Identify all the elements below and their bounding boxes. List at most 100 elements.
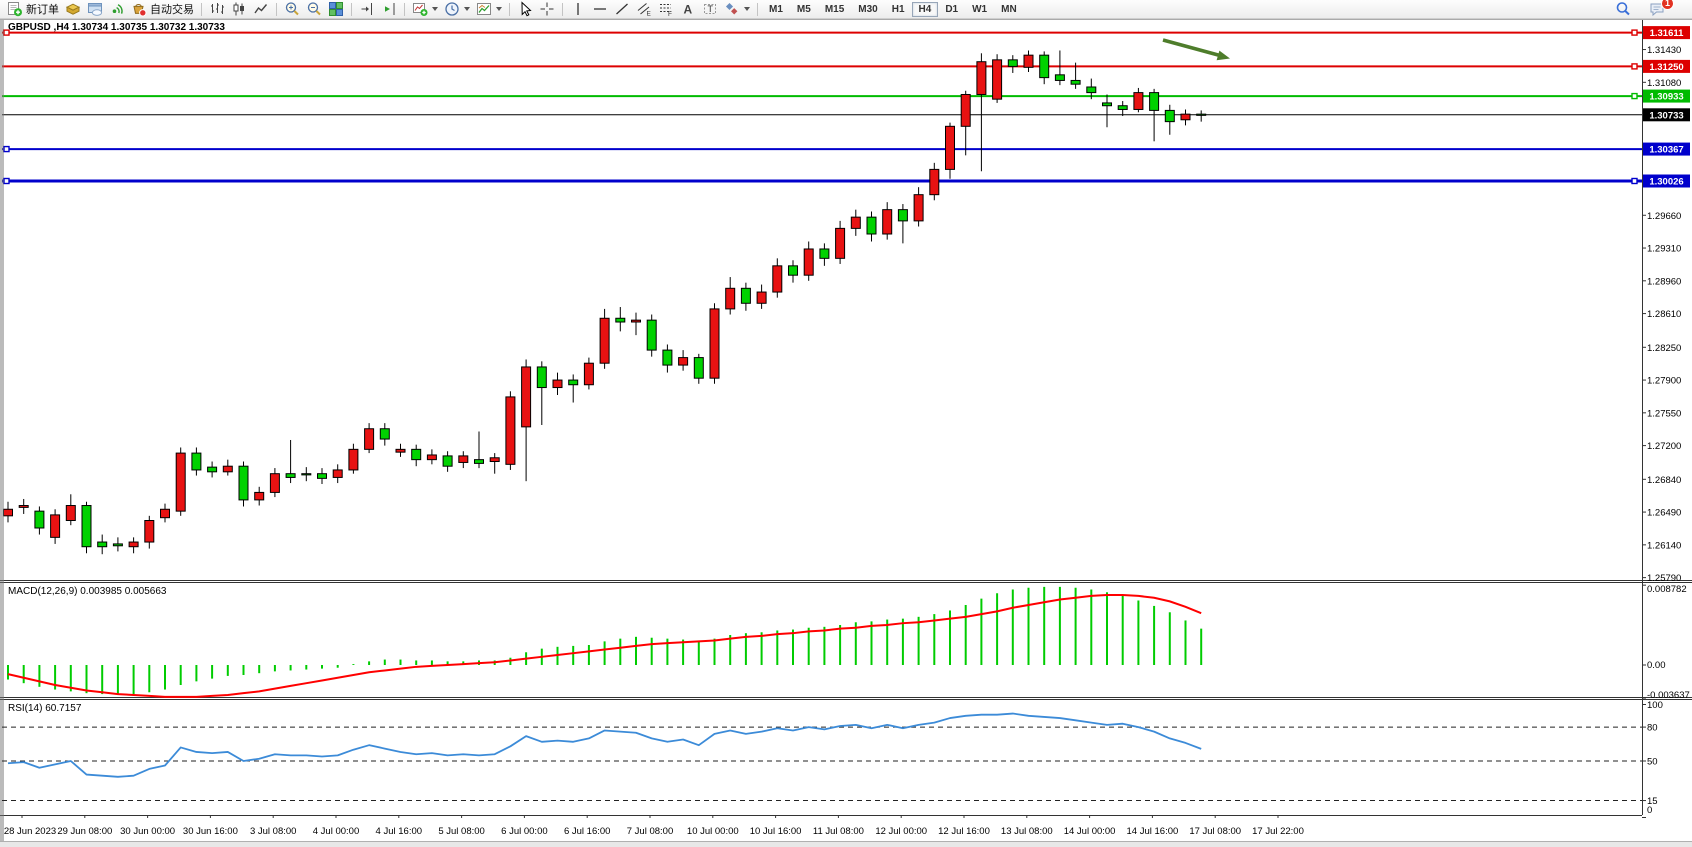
time-label: 13 Jul 08:00 [1001,826,1053,837]
template-button[interactable] [473,1,505,18]
price-badge-label: 1.31250 [1649,62,1683,73]
vertical-line-icon [577,3,579,15]
price-badge [1643,174,1690,188]
line-handle-icon[interactable] [1631,63,1638,70]
chart-shift-button[interactable] [356,1,378,18]
trend-arrow-annotation[interactable] [1162,38,1230,61]
line-handle-icon[interactable] [1631,29,1638,36]
tile-windows-button[interactable] [325,1,347,18]
autotrading-button[interactable]: 自动交易 [128,1,197,18]
line-handle-icon[interactable] [3,29,10,36]
search-button[interactable] [1612,1,1634,18]
price-badge-label: 1.30933 [1649,92,1683,103]
rsi-line [7,712,1202,778]
svg-text:E: E [647,11,652,18]
price-badge-label: 1.30367 [1649,145,1683,156]
macd-panel[interactable]: MACD(12,26,9) 0.003985 0.005663 0.008782 0… [7,584,1690,701]
macd-scale-label: 0.008782 [1647,584,1687,595]
gold-box-button[interactable] [62,1,84,18]
candle-body [81,505,92,548]
auto-scroll-icon [385,3,395,15]
channel-button[interactable]: E [633,1,655,18]
trendline-icon [616,3,628,15]
price-badge-label: 1.30026 [1649,177,1683,188]
zoom-out-icon [307,2,321,16]
candle-body [1117,105,1128,110]
signal-button[interactable] [106,1,128,18]
line-handle-icon[interactable] [3,145,10,153]
candle-body [191,452,202,471]
vertical-line-button[interactable] [567,1,589,18]
cursor-button[interactable] [514,1,536,18]
price-badge [1643,26,1690,40]
dropdown-arrow-icon[interactable] [464,7,470,11]
price-scale[interactable]: 1.31430 1.31080 1.29660 1.29310 1.28960 1.286… [1642,26,1690,584]
dropdown-arrow-icon[interactable] [496,7,502,11]
indicators-button[interactable] [409,1,441,18]
crosshair-button[interactable] [536,1,558,18]
timeframe-m5[interactable]: M5 [796,3,811,15]
bar-chart-button[interactable] [206,1,228,18]
timeframe-h1[interactable]: H1 [891,3,905,15]
timeframe-m30[interactable]: M30 [858,3,878,15]
candlestick-chart-button[interactable] [228,1,250,18]
timeframe-h4[interactable]: H4 [911,1,939,17]
candle-body [442,455,453,467]
candle-body [992,59,1003,100]
price-tick-label: 1.29310 [1647,244,1681,255]
text-icon: A [684,3,693,17]
time-label: 5 Jul 08:00 [438,826,484,837]
toolbar-separator [562,2,563,16]
chart-quotes: 1.30734 1.30735 1.30732 1.30733 [72,22,225,33]
timeframe-d1[interactable]: D1 [945,3,959,15]
text-button[interactable]: A [677,1,699,18]
time-label: 12 Jul 16:00 [938,826,990,837]
line-handle-icon[interactable] [1631,92,1638,100]
main-price-panel[interactable]: GBPUSD ,H4 1.30734 1.30735 1.30732 1.3073… [2,22,1642,555]
line-chart-button[interactable] [250,1,272,18]
dropdown-arrow-icon[interactable] [432,7,438,11]
fibonacci-button[interactable]: F [655,1,677,18]
candle-body [254,491,265,501]
zoom-in-button[interactable] [281,1,303,18]
candle-body [489,457,500,463]
chart-shift-icon [361,3,372,15]
price-badge [1643,89,1690,103]
price-tick-label: 1.27550 [1647,408,1681,419]
cloud-window-button[interactable] [84,1,106,18]
horizontal-line-button[interactable] [589,1,611,18]
chat-button[interactable]: 1 [1646,0,1674,18]
auto-scroll-button[interactable] [378,1,400,18]
candle-body [1149,92,1160,111]
zoom-out-button[interactable] [303,1,325,18]
candle-body [599,317,610,364]
time-label: 10 Jul 16:00 [750,826,802,837]
cloud-window-icon [88,3,103,16]
timeframe-m1[interactable]: M1 [769,3,783,15]
timeframe-w1[interactable]: W1 [972,3,988,15]
time-label: 6 Jul 00:00 [501,826,547,837]
candle-body [929,168,940,196]
rsi-scale-label: 80 [1647,723,1658,734]
trendline-button[interactable] [611,1,633,18]
candle-body [819,248,830,259]
line-handle-icon[interactable] [3,177,10,185]
line-handle-icon[interactable] [1631,177,1638,185]
line-chart-icon [254,4,268,14]
periods-clock-button[interactable] [441,1,473,18]
timeframe-mn[interactable]: MN [1001,3,1017,15]
rsi-panel[interactable]: 100 80 50 150 RSI(14) 60.7157 [2,700,1663,818]
shapes-button[interactable] [721,1,753,18]
zoom-in-icon [285,2,299,16]
candle-body [207,466,218,473]
new-order-button[interactable]: 新订单 [4,1,62,18]
text-label-button[interactable]: T [699,1,721,18]
notification-badge: 1 [1661,0,1674,10]
candle-body [379,428,390,440]
candle-body [1070,79,1081,85]
dropdown-arrow-icon[interactable] [744,7,750,11]
channel-icon: E [637,3,652,18]
timeframe-m15[interactable]: M15 [824,3,845,15]
